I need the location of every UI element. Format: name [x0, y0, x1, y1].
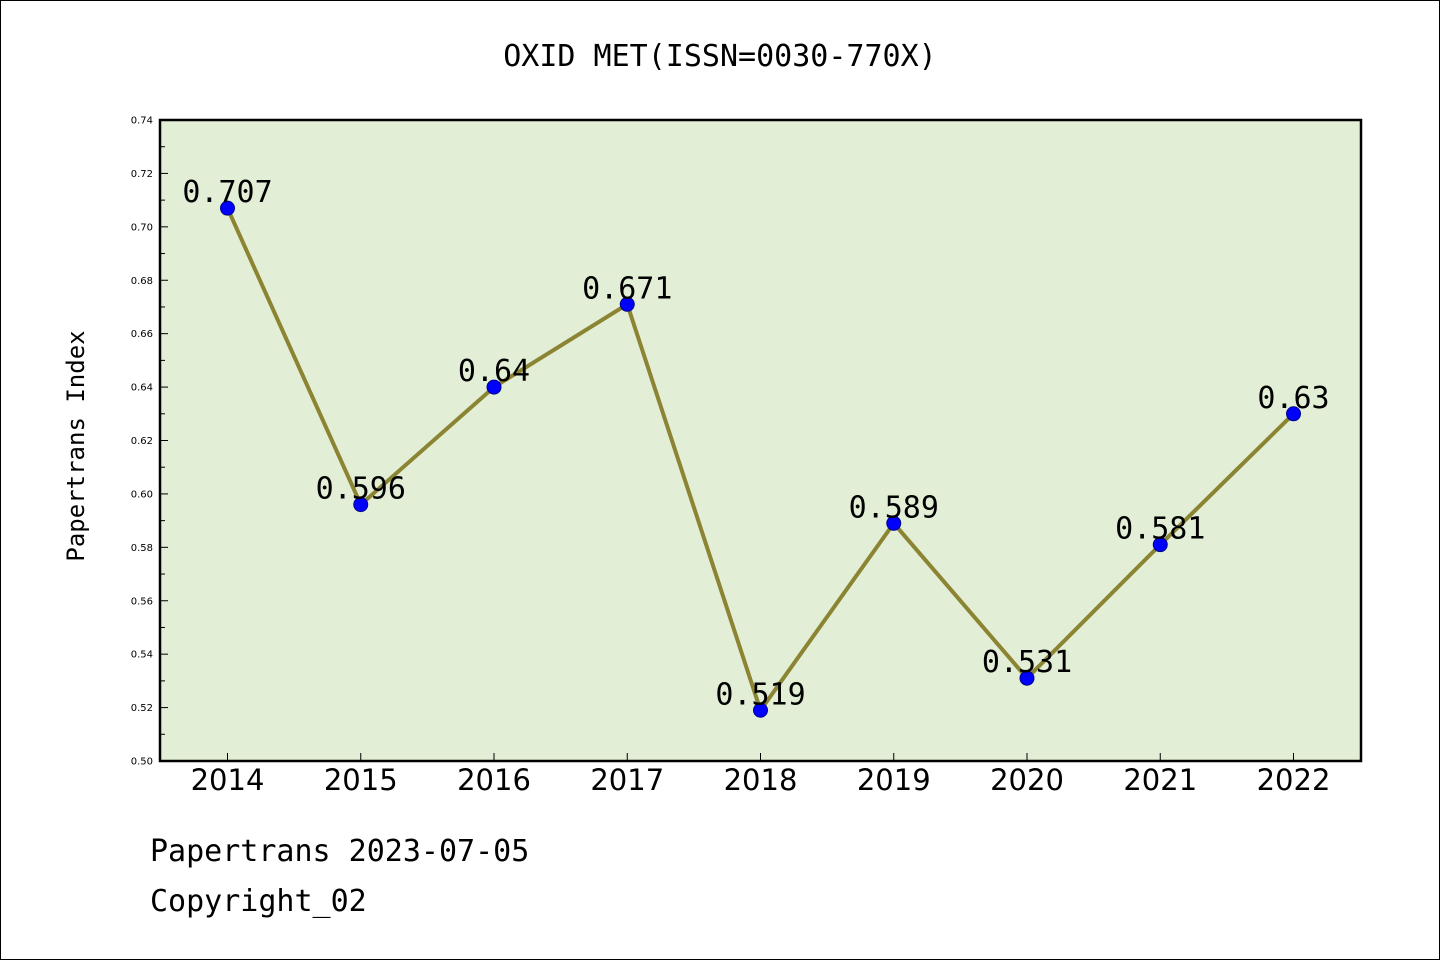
data-point — [753, 702, 768, 718]
data-point — [619, 296, 635, 312]
x-tick-label: 2021 — [1123, 763, 1197, 797]
y-tick-label: 0.58 — [131, 543, 153, 554]
footer-copyright: Copyright_02 — [150, 884, 367, 919]
data-label: 0.671 — [582, 271, 672, 306]
y-tick-label: 0.60 — [131, 489, 153, 500]
data-label: 0.589 — [849, 490, 939, 525]
x-axis: 2014 2015 2016 2017 2018 2019 2020 2021 2022 — [191, 753, 1331, 797]
data-label: 0.707 — [182, 175, 272, 210]
footer-date: Papertrans 2023-07-05 — [150, 834, 530, 869]
data-point — [1286, 406, 1301, 422]
y-tick-label: 0.70 — [131, 222, 153, 233]
series: 0.707 0.596 0.64 0.671 0.519 0.589 0.531 0.581 0… — [182, 175, 1330, 718]
data-label: 0.519 — [715, 677, 805, 712]
data-point — [886, 515, 902, 531]
data-label: 0.64 — [458, 354, 530, 389]
x-tick-label: 2018 — [724, 763, 798, 797]
data-point — [1152, 537, 1168, 553]
y-tick-label: 0.74 — [131, 116, 153, 127]
y-tick-label: 0.62 — [131, 436, 153, 447]
y-tick-label: 0.52 — [131, 703, 153, 714]
data-point — [486, 379, 502, 395]
x-tick-label: 2020 — [990, 763, 1064, 797]
data-point — [1019, 670, 1035, 686]
y-tick-label: 0.66 — [131, 329, 153, 340]
x-tick-label: 2016 — [457, 763, 531, 797]
x-tick-label: 2022 — [1257, 763, 1331, 797]
y-axis-label: Papertrans Index — [62, 330, 90, 561]
x-tick-label: 2017 — [590, 763, 664, 797]
data-point — [220, 200, 235, 216]
chart-title: OXID MET(ISSN=0030-770X) — [503, 39, 936, 74]
y-tick-label: 0.50 — [131, 757, 153, 768]
x-tick-label: 2015 — [324, 763, 398, 797]
plot-area — [158, 118, 1363, 763]
y-tick-label: 0.64 — [131, 383, 153, 394]
data-label: 0.531 — [982, 645, 1072, 680]
y-tick-label: 0.54 — [131, 650, 153, 661]
data-label: 0.581 — [1115, 512, 1205, 547]
y-tick-label: 0.56 — [131, 596, 153, 607]
data-label: 0.63 — [1257, 381, 1329, 416]
y-tick-label: 0.72 — [131, 169, 153, 180]
y-tick-label: 0.68 — [131, 276, 153, 287]
x-tick-label: 2019 — [857, 763, 931, 797]
y-axis: 0.50 0.52 0.54 0.56 0.58 0.60 0.62 0.64 0.66 0.68… — [131, 116, 168, 768]
data-label: 0.596 — [316, 472, 406, 507]
data-point — [353, 497, 369, 513]
x-tick-label: 2014 — [191, 763, 265, 797]
